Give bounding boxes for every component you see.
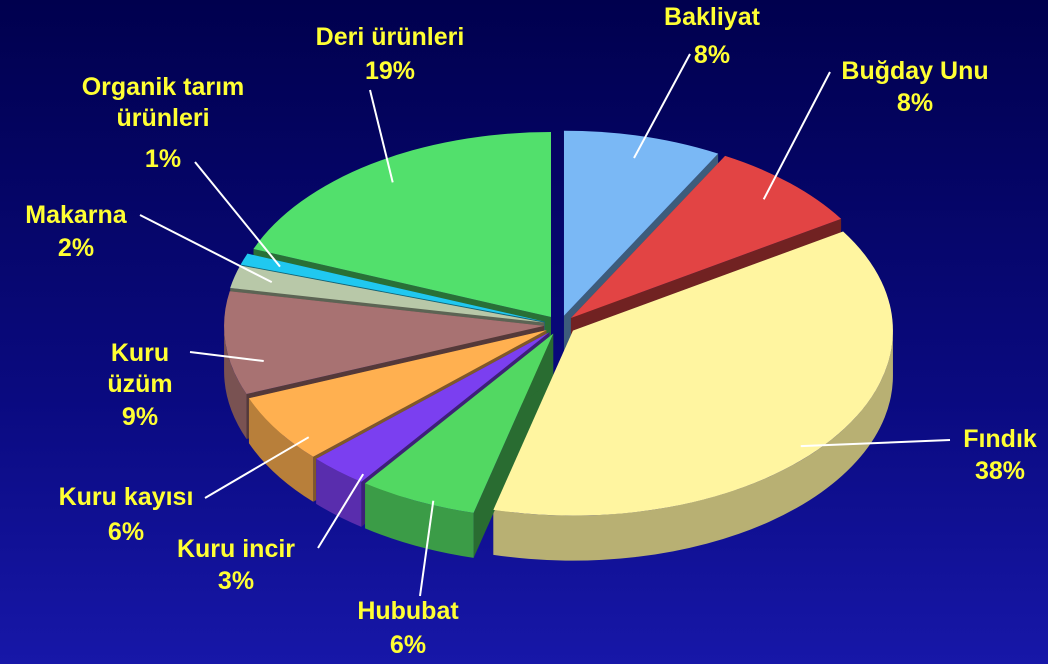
- slice-value-label: 19%: [364, 57, 416, 85]
- slice-value-label: 8%: [896, 89, 934, 117]
- leader-line: [139, 214, 273, 284]
- slice-label: Makarna: [25, 201, 127, 229]
- slice: [563, 130, 719, 316]
- slice-value-label: 2%: [57, 234, 95, 262]
- slice-value-label: 6%: [107, 518, 145, 546]
- slice-value-label: 38%: [974, 457, 1026, 485]
- leader-line: [800, 439, 951, 448]
- slice: [570, 155, 842, 319]
- slice: [493, 231, 893, 516]
- slice-label: Deri ürünleri: [315, 23, 465, 51]
- slice-label: Bakliyat: [664, 3, 760, 31]
- slice-value-label: 3%: [217, 567, 255, 595]
- slice: [230, 265, 545, 323]
- leader-line: [317, 473, 365, 549]
- slice-label: Kuru kayısı: [58, 483, 194, 511]
- slice-side: [365, 483, 474, 558]
- slice-label: Kuru üzüm: [107, 339, 173, 398]
- slice: [253, 132, 552, 318]
- leader-line: [762, 71, 831, 200]
- leader-line: [633, 53, 691, 159]
- leader-line: [369, 89, 394, 183]
- leader-line: [204, 436, 310, 499]
- slice-label: Buğday Unu: [841, 57, 989, 85]
- slice-side: [248, 398, 314, 502]
- slice: [316, 332, 550, 482]
- leader-line: [189, 351, 264, 363]
- leader-line: [419, 500, 435, 597]
- slice: [365, 333, 554, 513]
- slice-label: Organik tarım ürünleri: [81, 73, 245, 132]
- slice-value-label: 8%: [693, 41, 731, 69]
- slice-label: Fındık: [963, 425, 1037, 453]
- slice: [224, 291, 545, 395]
- slice-value-label: 1%: [144, 145, 182, 173]
- slice-value-label: 9%: [121, 403, 159, 431]
- slice-label: Kuru incir: [176, 535, 296, 563]
- slice-side: [493, 330, 893, 561]
- slice-value-label: 6%: [389, 631, 427, 659]
- leader-line: [194, 161, 281, 268]
- slice-side: [224, 325, 247, 440]
- slice-label: Hububat: [357, 597, 459, 625]
- slice: [248, 330, 547, 457]
- slice-side: [316, 458, 362, 527]
- slice: [240, 253, 545, 322]
